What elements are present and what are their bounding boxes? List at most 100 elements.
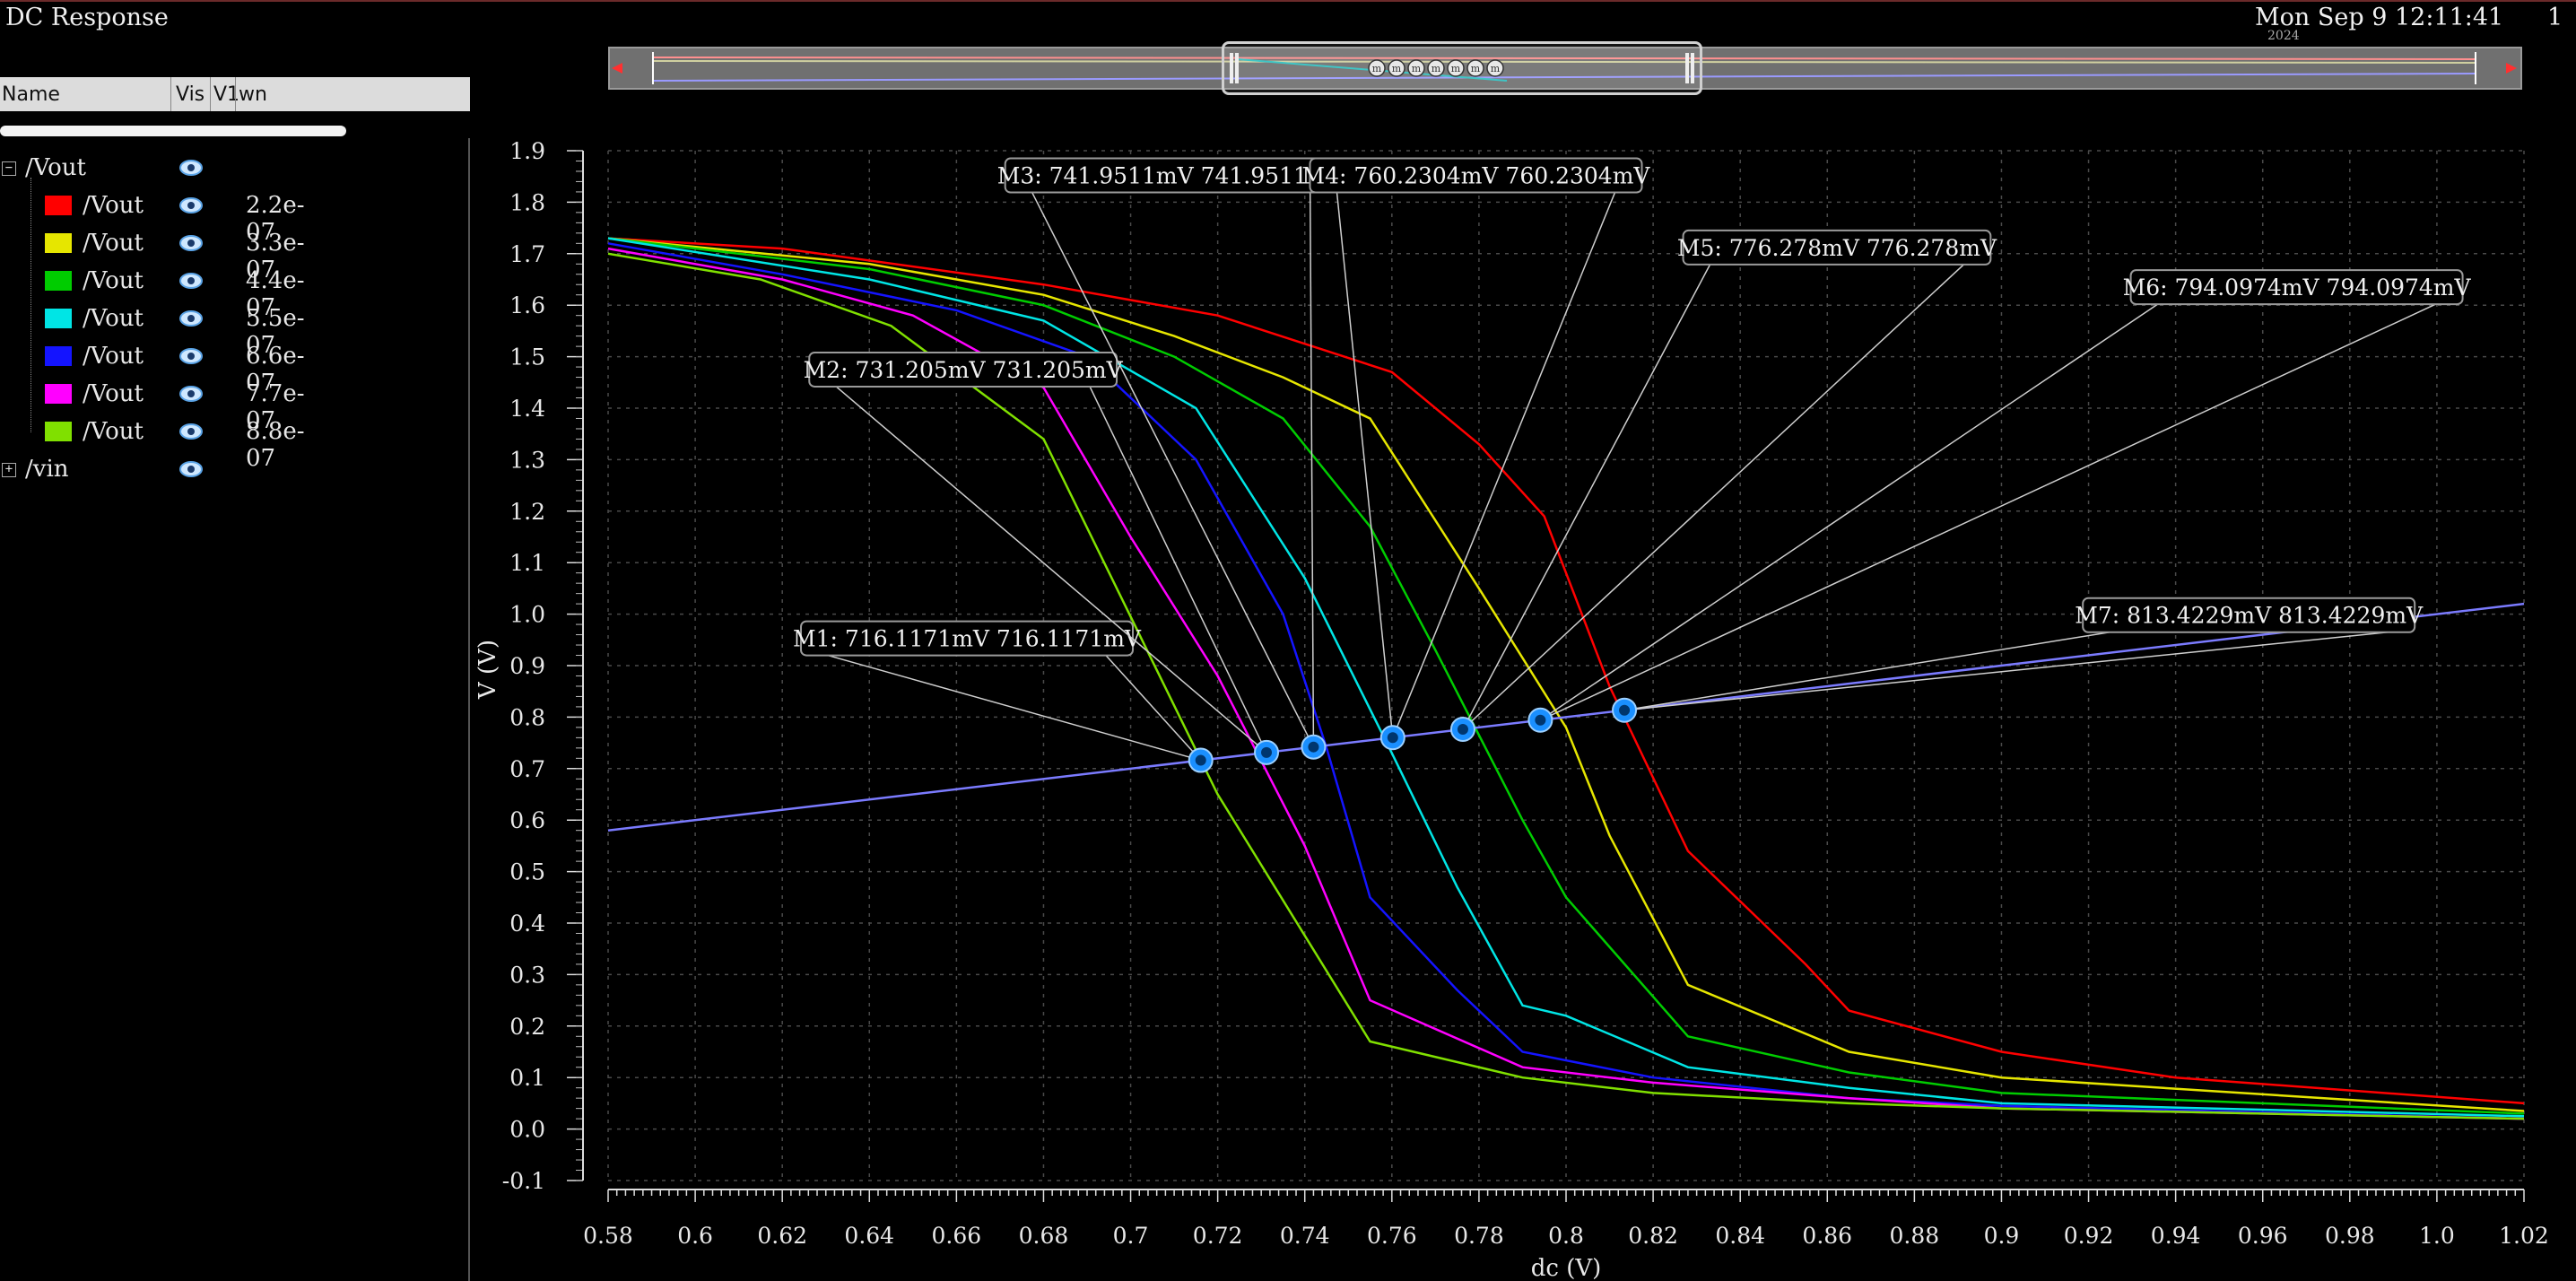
marker-5[interactable]: M5: 776.278mV 776.278mV [1449,229,1997,743]
overview-preview [612,52,2517,84]
marker-point-core [1619,704,1631,716]
y-tick-label: 0.3 [509,962,545,988]
y-tick-label: 0.1 [509,1065,545,1091]
signal-param-value: 8.8e-07 [246,418,305,472]
visibility-eye-icon[interactable] [179,235,203,251]
x-tick-label: 0.8 [1548,1223,1584,1249]
series-line-8.8e-07[interactable] [607,252,2525,1120]
column-vis[interactable]: Vis [176,83,205,106]
x-tick-label: 0.82 [1628,1223,1678,1249]
signal-name: /Vout [83,418,144,445]
marker-label-box[interactable] [2082,597,2416,633]
signal-name: /Vout [83,192,144,219]
y-tick-label: 0.4 [509,911,545,937]
signal-group-name: /vin [25,456,69,483]
visibility-eye-icon[interactable] [179,348,203,364]
window-top-border [0,0,2576,2]
visibility-eye-icon[interactable] [179,197,203,214]
marker-label-box[interactable] [1309,157,1643,194]
marker-2[interactable]: M2: 731.205mV 731.205mV [804,351,1280,765]
sidebar-divider[interactable] [468,138,470,1281]
marker-3[interactable]: M3: 741.9511mV 741.9511mV [997,157,1346,760]
visibility-eye-icon[interactable] [179,386,203,402]
series-line-3.3e-07[interactable] [607,237,2525,1112]
x-tick-label: 1.02 [2499,1223,2549,1249]
x-tick-label: 0.6 [677,1223,713,1249]
marker-1[interactable]: M1: 716.1171mV 716.1171mV [793,620,1214,773]
series-line-2.2e-07[interactable] [607,237,2525,1105]
overview-marker-icon [1388,59,1405,77]
y-tick-label: 1.1 [509,550,545,576]
overview-marker-letter: m [1471,63,1481,74]
marker-label: M2: 731.205mV 731.205mV [804,357,1124,383]
x-axis-label: dc (V) [1531,1255,1602,1281]
series-line-4.4e-07[interactable] [607,237,2525,1115]
column-name[interactable]: Name [2,83,60,106]
x-tick-label: 0.94 [2151,1223,2201,1249]
signal-name: /Vout [83,343,144,370]
marker-6[interactable]: M6: 794.0974mV 794.0974mV [1527,269,2471,733]
sidebar-scrollbar[interactable] [0,126,346,136]
plot-axes: 0.58 0.6 0.62 0.64 0.66 0.68 0.7 0.72 0.74 0.76 0.… [502,138,2549,1249]
scroll-right-arrow-icon[interactable] [2506,63,2517,74]
visibility-eye-icon[interactable] [179,461,203,477]
expand-icon[interactable]: + [2,463,16,477]
marker-label-box[interactable] [2129,269,2464,306]
x-tick-label: 0.88 [1890,1223,1940,1249]
x-tick-label: 0.7 [1113,1223,1149,1249]
y-axis-label: V (V) [474,640,501,700]
x-tick-label: 0.62 [757,1223,807,1249]
marker-point-core [1535,714,1546,726]
overview-marker-icon [1368,59,1386,77]
datetime-year-clipped: 2024 [2267,29,2300,39]
marker-leader-line [1540,303,2436,721]
x-tick-label: 0.76 [1367,1223,1417,1249]
window-title: DC Response [5,4,169,31]
visibility-eye-icon[interactable] [179,273,203,289]
overview-marker-icon [1466,59,1484,77]
marker-leader-line [1623,632,2389,711]
series-line-vin[interactable] [607,602,2525,832]
series-line-5.5e-07[interactable] [607,237,2525,1118]
marker-point-core [1387,732,1398,744]
marker-label: M7: 813.4229mV 813.4229mV [2075,603,2424,629]
series-line-7.7e-07[interactable] [607,247,2525,1120]
overview-strip[interactable] [608,47,2522,90]
y-tick-label: -0.1 [502,1168,545,1194]
x-tick-label: 0.72 [1193,1223,1243,1249]
x-tick-label: 0.66 [932,1223,982,1249]
marker-leader-line [1539,303,2159,721]
marker-4[interactable]: M4: 760.2304mV 760.2304mV [1302,157,1651,751]
plot-curves [607,237,2525,1120]
y-tick-label: 1.9 [509,138,545,164]
marker-leader-line [835,386,1267,754]
y-tick-label: 1.4 [509,396,545,422]
visibility-eye-icon[interactable] [179,160,203,176]
scroll-left-arrow-icon[interactable] [612,63,622,74]
signal-group-name: /Vout [25,154,86,181]
collapse-icon[interactable]: − [2,161,16,176]
marker-7[interactable]: M7: 813.4229mV 813.4229mV [1612,597,2424,723]
x-tick-label: 1.0 [2419,1223,2455,1249]
marker-label: M5: 776.278mV 776.278mV [1677,235,1997,261]
column-wn[interactable]: wn [239,83,267,106]
signal-param-value: 5.5e-07 [246,305,305,359]
signal-color-swatch [45,384,72,404]
visibility-eye-icon[interactable] [179,423,203,440]
signal-color-swatch [45,422,72,441]
marker-label-box[interactable] [808,351,1118,388]
zoom-window-right-handle[interactable] [1691,53,1694,83]
visibility-eye-icon[interactable] [179,310,203,327]
marker-label: M1: 716.1171mV 716.1171mV [793,626,1142,652]
x-tick-label: 0.74 [1280,1223,1330,1249]
y-tick-label: 0.7 [509,756,545,782]
overview-marker-letter: m [1412,63,1422,74]
y-tick-label: 0.0 [509,1117,545,1143]
marker-label-box[interactable] [1682,229,1992,266]
marker-leader-line [1309,192,1315,747]
y-tick-label: 1.5 [509,344,545,370]
marker-leader-line [1105,655,1202,762]
zoom-window-left-handle[interactable] [1230,53,1233,83]
